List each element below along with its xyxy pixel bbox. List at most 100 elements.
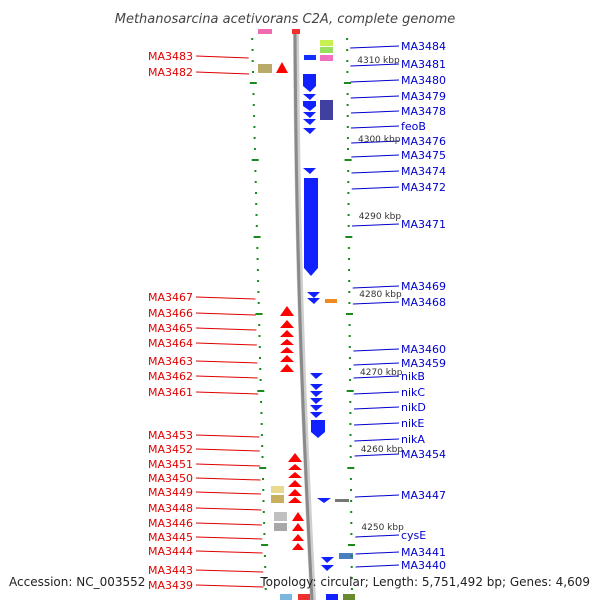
gene-label-right[interactable]: MA3440 bbox=[401, 559, 446, 572]
gene-label-right[interactable]: MA3471 bbox=[401, 218, 446, 231]
feature-ma3471[interactable] bbox=[304, 178, 318, 276]
gene-label-right[interactable]: MA3474 bbox=[401, 165, 446, 178]
feature-ma3447[interactable] bbox=[317, 498, 331, 503]
feature-ma3478[interactable] bbox=[303, 101, 316, 111]
gene-label-left[interactable]: MA3444 bbox=[148, 545, 193, 558]
gene-label-left[interactable]: MA3464 bbox=[148, 337, 193, 350]
gene-label-right[interactable]: MA3478 bbox=[401, 105, 446, 118]
feature-ma3475[interactable] bbox=[303, 119, 316, 125]
feature-ma3481[interactable] bbox=[320, 55, 333, 61]
feature-ma3481-arrow[interactable] bbox=[304, 55, 316, 60]
feature-nika[interactable] bbox=[311, 420, 325, 438]
gene-label-right[interactable]: MA3459 bbox=[401, 357, 446, 370]
feature-ma3452[interactable] bbox=[288, 464, 302, 470]
feature-nikc[interactable] bbox=[310, 398, 323, 404]
gene-label-right[interactable]: nikD bbox=[401, 401, 426, 414]
feature-ma3474[interactable] bbox=[303, 128, 316, 134]
gene-label-right[interactable]: MA3484 bbox=[401, 40, 446, 53]
feature-ma3479[interactable] bbox=[303, 94, 316, 100]
feature-nikd[interactable] bbox=[310, 405, 323, 411]
feature-ma3465[interactable] bbox=[280, 330, 294, 337]
gene-label-right[interactable]: MA3480 bbox=[401, 74, 446, 87]
gene-label-left[interactable]: MA3451 bbox=[148, 458, 193, 471]
gene-label-right[interactable]: MA3454 bbox=[401, 448, 446, 461]
gene-label-left[interactable]: MA3443 bbox=[148, 564, 193, 577]
feature-ma3441[interactable] bbox=[321, 557, 334, 563]
feature-ma3446[interactable] bbox=[274, 512, 287, 521]
gene-label-left[interactable]: MA3467 bbox=[148, 291, 193, 304]
feature-ma3480[interactable] bbox=[303, 74, 316, 92]
gene-label-right[interactable]: MA3479 bbox=[401, 90, 446, 103]
feature-ma3461[interactable] bbox=[280, 364, 294, 372]
feature-ma3482[interactable] bbox=[258, 64, 272, 73]
gene-label-right[interactable]: MA3460 bbox=[401, 343, 446, 356]
gene-label-left[interactable]: MA3482 bbox=[148, 66, 193, 79]
gene-label-right[interactable]: nikB bbox=[401, 370, 425, 383]
gene-label-right[interactable]: nikE bbox=[401, 417, 424, 430]
gene-label-left[interactable]: MA3439 bbox=[148, 579, 193, 592]
feature-ma3450[interactable] bbox=[288, 480, 302, 487]
gene-label-left[interactable]: MA3446 bbox=[148, 517, 193, 530]
feature-ma3444[interactable] bbox=[292, 534, 304, 541]
feature-ma3439[interactable] bbox=[280, 594, 292, 600]
feature-ma3460[interactable] bbox=[310, 373, 323, 379]
gene-label-left[interactable]: MA3448 bbox=[148, 502, 193, 515]
gene-label-left[interactable]: MA3449 bbox=[148, 486, 193, 499]
gene-label-left[interactable]: MA3465 bbox=[148, 322, 193, 335]
feature-ma3451[interactable] bbox=[288, 472, 302, 478]
feature-ma3476[interactable] bbox=[303, 112, 316, 118]
gene-label-left[interactable]: MA3461 bbox=[148, 386, 193, 399]
feature-ma3449-arrow[interactable] bbox=[288, 489, 302, 496]
gene-label-right[interactable]: MA3468 bbox=[401, 296, 446, 309]
feature-nike[interactable] bbox=[310, 412, 323, 418]
feature-ma3448-arrow[interactable] bbox=[288, 497, 302, 503]
feature-ma3484b[interactable] bbox=[320, 47, 333, 53]
tick-mark-left bbox=[264, 577, 267, 579]
feature-ma3443[interactable] bbox=[292, 543, 304, 550]
feature-ma3481-arrow[interactable] bbox=[276, 62, 288, 73]
feature-ma3484[interactable] bbox=[320, 40, 333, 46]
feature-ma3453[interactable] bbox=[288, 453, 302, 462]
gene-label-right[interactable]: nikC bbox=[401, 386, 425, 399]
feature-ma3467[interactable] bbox=[280, 306, 294, 316]
feature-ma3469[interactable] bbox=[307, 292, 320, 298]
feature-ma3462[interactable] bbox=[280, 355, 294, 362]
gene-label-left[interactable]: MA3453 bbox=[148, 429, 193, 442]
gene-label-left[interactable]: MA3466 bbox=[148, 307, 193, 320]
feature-ma3445[interactable] bbox=[274, 523, 287, 531]
gene-label-right[interactable]: MA3441 bbox=[401, 546, 446, 559]
gene-label-right[interactable]: feoB bbox=[401, 120, 426, 133]
feature-ma3459[interactable] bbox=[310, 384, 323, 390]
feature-ma3463[interactable] bbox=[280, 347, 294, 353]
feature-ma3469b[interactable] bbox=[307, 298, 320, 304]
feature-ma3472[interactable] bbox=[303, 168, 316, 174]
gene-label-left[interactable]: MA3445 bbox=[148, 531, 193, 544]
gene-label-right[interactable]: cysE bbox=[401, 529, 426, 542]
gene-label-right[interactable]: MA3469 bbox=[401, 280, 446, 293]
feature-feob[interactable] bbox=[320, 100, 333, 120]
leader-line-right bbox=[355, 564, 400, 568]
gene-label-left[interactable]: MA3483 bbox=[148, 50, 193, 63]
feature-ma3447b[interactable] bbox=[335, 499, 349, 502]
gene-label-left[interactable]: MA3462 bbox=[148, 370, 193, 383]
gene-label-right[interactable]: MA3475 bbox=[401, 149, 446, 162]
gene-label-right[interactable]: MA3476 bbox=[401, 135, 446, 148]
feature-nikb[interactable] bbox=[310, 391, 323, 397]
feature-ma3449[interactable] bbox=[271, 486, 284, 493]
gene-label-right[interactable]: MA3447 bbox=[401, 489, 446, 502]
feature-ma3464[interactable] bbox=[280, 339, 294, 345]
feature-cyse[interactable] bbox=[339, 553, 353, 559]
feature-ma3468[interactable] bbox=[325, 299, 337, 303]
feature-ma3440[interactable] bbox=[321, 565, 334, 571]
gene-label-left[interactable]: MA3450 bbox=[148, 472, 193, 485]
gene-label-right[interactable]: MA3472 bbox=[401, 181, 446, 194]
feature-ma3445-arrow[interactable] bbox=[292, 523, 304, 531]
gene-label-right[interactable]: MA3481 bbox=[401, 58, 446, 71]
feature-ma3446-arrow[interactable] bbox=[292, 512, 304, 521]
leader-line-right bbox=[351, 140, 400, 144]
feature-ma3466[interactable] bbox=[280, 320, 294, 328]
feature-ma3448[interactable] bbox=[271, 495, 284, 503]
gene-label-left[interactable]: MA3452 bbox=[148, 443, 193, 456]
gene-label-right[interactable]: nikA bbox=[401, 433, 425, 446]
gene-label-left[interactable]: MA3463 bbox=[148, 355, 193, 368]
